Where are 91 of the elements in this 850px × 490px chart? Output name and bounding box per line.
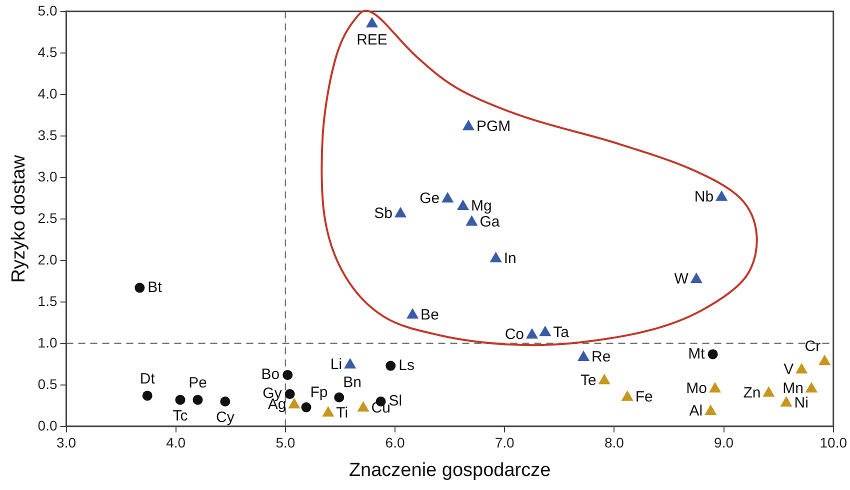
data-label: Tc (172, 407, 188, 424)
point (577, 350, 590, 362)
data-label: Nb (694, 188, 714, 206)
data-label: Cr (804, 338, 821, 356)
point (220, 396, 230, 406)
point (282, 370, 293, 380)
y-tick-label: 3.0 (38, 168, 58, 184)
point (490, 252, 502, 262)
point (192, 394, 203, 405)
data-label: Ga (480, 213, 500, 230)
x-tick-label: 8.0 (604, 434, 624, 451)
point (142, 390, 152, 401)
data-label: Re (592, 348, 611, 366)
data-label: Li (330, 356, 342, 374)
point (462, 120, 475, 130)
y-tick-label: 0.5 (38, 376, 58, 392)
data-label: REE (356, 31, 388, 48)
point (805, 382, 818, 393)
x-tick-label: 5.0 (276, 434, 296, 451)
point (796, 362, 808, 374)
data-label: Cy (216, 409, 235, 426)
point (344, 358, 356, 368)
data-label: In (504, 250, 516, 267)
data-label: Pe (188, 374, 207, 392)
data-label: Ta (553, 324, 570, 341)
point (366, 16, 378, 28)
x-tick-label: 10.0 (820, 434, 848, 451)
point (386, 360, 396, 371)
point (526, 328, 538, 339)
point (704, 404, 717, 415)
data-label: Dt (140, 370, 156, 388)
data-label: Sb (374, 205, 393, 222)
point (780, 396, 792, 407)
data-label: W (674, 270, 690, 288)
point (456, 199, 470, 210)
x-tick-label: 7.0 (494, 434, 515, 451)
point (621, 390, 634, 401)
y-tick-label: 4.0 (38, 85, 58, 102)
point (134, 282, 145, 293)
data-label: Ti (336, 404, 348, 422)
y-tick-label: 0.0 (38, 417, 58, 434)
data-label: Mo (686, 380, 708, 398)
point (716, 190, 728, 201)
x-tick-label: 3.0 (56, 434, 76, 451)
data-label: Be (420, 306, 439, 324)
data-label: Ge (420, 190, 440, 208)
point (818, 354, 831, 366)
data-label: Fp (310, 384, 328, 401)
data-label: Bn (343, 374, 362, 391)
y-tick-label: 1.0 (38, 334, 58, 350)
data-label: PGM (476, 118, 511, 135)
x-tick-label: 9.0 (714, 434, 734, 451)
y-tick-label: 3.5 (38, 126, 58, 143)
point (442, 192, 454, 202)
point (708, 382, 722, 393)
y-tick-label: 2.0 (38, 251, 58, 268)
y-tick-label: 1.5 (38, 292, 58, 309)
data-label: Fe (635, 388, 653, 406)
point (357, 401, 370, 412)
point (762, 386, 775, 397)
point (322, 406, 334, 417)
data-label: Co (504, 326, 524, 344)
data-label: V (784, 361, 794, 378)
data-label: Bo (261, 366, 280, 384)
point (301, 402, 312, 412)
point (175, 394, 186, 405)
point (598, 374, 610, 384)
y-tick-label: 4.5 (38, 44, 58, 60)
y-axis-title: Ryzyko dostaw (8, 154, 30, 283)
point (708, 349, 718, 360)
data-label: Ls (398, 356, 414, 374)
data-label: Mg (470, 198, 492, 215)
point (288, 398, 300, 408)
point (690, 272, 702, 283)
data-label: Al (689, 402, 703, 420)
data-label: Mt (688, 345, 706, 362)
x-axis-title: Znaczenie gospodarcze (348, 460, 551, 481)
data-label: Te (580, 372, 596, 389)
point (394, 206, 407, 218)
x-tick-label: 6.0 (385, 434, 405, 451)
point (284, 389, 295, 400)
point (539, 326, 552, 336)
y-tick-label: 5.0 (38, 2, 58, 18)
y-tick-label: 2.5 (38, 210, 58, 226)
data-label: Bt (148, 278, 163, 296)
data-label: Zn (743, 384, 761, 402)
x-tick-label: 4.0 (166, 434, 186, 451)
point (406, 308, 419, 319)
data-label: Sl (388, 392, 402, 410)
point (466, 215, 478, 226)
point (334, 392, 344, 402)
